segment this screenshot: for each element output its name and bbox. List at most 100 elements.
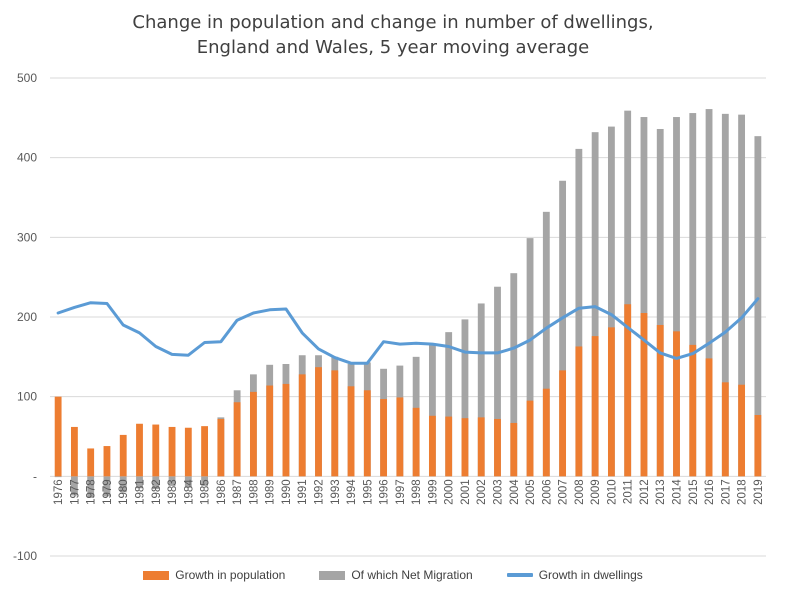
x-tick-label: 1983: [167, 479, 179, 505]
population-bar: [754, 414, 762, 477]
net-migration-bar: [721, 113, 729, 477]
population-bar: [640, 313, 648, 477]
y-tick-label: -100: [13, 549, 37, 563]
population-bar: [542, 388, 550, 477]
population-bar: [249, 391, 257, 477]
x-tick-label: 1980: [118, 479, 130, 505]
legend: Growth in population Of which Net Migrat…: [0, 568, 786, 582]
x-tick-label: 2015: [688, 479, 700, 505]
population-bar: [705, 358, 713, 477]
population-bar: [201, 426, 209, 477]
x-tick-label: 1987: [232, 479, 244, 505]
dwellings-line: [56, 297, 760, 365]
net-migration-bar: [201, 476, 209, 486]
net-migration-bar: [624, 110, 632, 477]
net-migration-bar: [54, 476, 62, 478]
x-tick-label: 1992: [314, 479, 326, 505]
net-migration-bar: [689, 113, 697, 477]
x-tick-label: 1999: [427, 479, 439, 505]
net-migration-bar: [738, 114, 746, 477]
x-tick-label: 2017: [720, 479, 732, 505]
net-migration-bar: [103, 476, 111, 497]
legend-swatch-dwellings: [506, 573, 533, 577]
net-migration-bar: [494, 286, 501, 477]
net-migration-bar: [184, 476, 192, 488]
population-bar: [689, 344, 697, 477]
population-bar: [607, 327, 615, 477]
bars: [54, 109, 762, 498]
population-bar: [168, 426, 176, 477]
population-bar: [331, 370, 339, 477]
x-tick-label: 1988: [248, 479, 260, 505]
x-tick-label: 1991: [297, 479, 309, 505]
x-tick-label: 1982: [151, 479, 163, 505]
population-bar: [673, 331, 680, 477]
x-tick-label: 1978: [86, 479, 98, 505]
net-migration-bar: [461, 319, 469, 477]
x-tick-label: 2002: [476, 479, 488, 505]
population-bar: [54, 396, 62, 477]
net-migration-bar: [445, 332, 453, 477]
x-tick-label: 1990: [281, 479, 293, 505]
x-tick-label: 2003: [493, 479, 505, 505]
x-tick-label: 2010: [606, 479, 618, 505]
y-tick-label: 400: [17, 151, 37, 165]
net-migration-bar: [754, 136, 762, 477]
x-tick-label: 2001: [460, 479, 472, 505]
population-bar: [152, 424, 160, 477]
x-tick-label: 1994: [346, 479, 358, 505]
population-bar: [298, 374, 306, 477]
net-migration-bar: [168, 476, 176, 486]
x-tick-label: 2014: [672, 479, 684, 505]
x-tick-label: 2013: [655, 479, 667, 505]
x-tick-label: 1981: [135, 479, 147, 505]
population-bar: [477, 417, 485, 477]
net-migration-bar: [477, 303, 485, 477]
net-migration-bar: [70, 476, 78, 496]
legend-item-population[interactable]: Growth in population: [143, 568, 285, 582]
x-tick-label: 1996: [379, 479, 391, 505]
population-bar: [445, 416, 453, 477]
x-tick-label: 1986: [216, 479, 228, 505]
x-tick-label: 1984: [183, 479, 195, 505]
legend-item-dwellings[interactable]: Growth in dwellings: [506, 568, 643, 582]
x-tick-label: 2012: [639, 479, 651, 505]
x-tick-label: 2007: [558, 479, 570, 505]
net-migration-bar: [640, 117, 648, 477]
y-tick-label: 300: [17, 230, 37, 244]
population-bar: [510, 422, 518, 477]
population-bar: [282, 383, 290, 477]
population-bar: [136, 423, 143, 477]
legend-swatch-population: [143, 570, 170, 580]
net-migration-bar: [87, 476, 95, 498]
x-tick-label: 2008: [574, 479, 586, 505]
dwellings-line-layer: [56, 297, 760, 365]
x-tick-label: 1989: [265, 479, 277, 505]
legend-item-net-migration[interactable]: Of which Net Migration: [319, 568, 473, 582]
population-bar: [103, 446, 111, 477]
x-tick-label: 2016: [704, 479, 716, 505]
net-migration-bar: [136, 476, 143, 489]
population-bar: [315, 367, 322, 477]
legend-label-dwellings: Growth in dwellings: [538, 568, 643, 582]
population-bar: [591, 336, 599, 477]
net-migration-bar: [542, 211, 550, 477]
population-bar: [721, 382, 729, 477]
legend-swatch-net-migration: [319, 570, 346, 580]
population-bar: [233, 402, 241, 477]
x-tick-label: 1995: [362, 479, 374, 505]
legend-label-population: Growth in population: [175, 568, 286, 582]
net-migration-bar: [119, 476, 127, 493]
x-axis-ticks: 1976 1977 1978 1979 1980 1981 1982 1983 1984 1985…: [53, 479, 765, 505]
x-tick-label: 2011: [623, 479, 635, 504]
net-migration-bar: [510, 273, 518, 477]
population-bar: [412, 407, 420, 477]
net-migration-bar: [559, 180, 567, 477]
population-bar: [70, 426, 78, 477]
x-tick-label: 2018: [737, 479, 749, 505]
population-bar: [738, 384, 746, 477]
net-migration-bar: [152, 476, 160, 490]
net-migration-bar: [656, 128, 664, 477]
